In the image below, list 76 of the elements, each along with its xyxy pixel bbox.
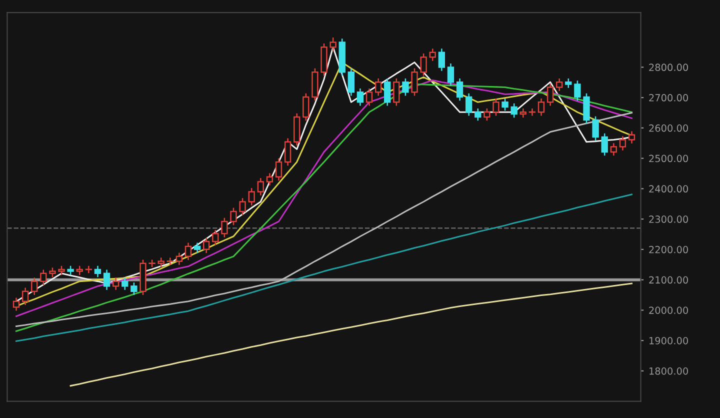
candlestick [465,92,472,116]
candlestick [556,78,563,92]
candlestick [374,78,382,96]
y-tick-label: 2800.00 [649,64,688,72]
candlestick [194,242,201,254]
y-tick-label: 1800.00 [650,367,688,375]
candlestick [492,98,500,116]
candlestick [330,36,336,52]
candlestick [420,52,427,76]
candlestick [384,78,391,106]
y-tick-label: 2000.00 [649,306,688,314]
candlestick [601,132,608,156]
candlestick [538,98,545,116]
candlestick [510,102,518,118]
candlestick [67,265,74,276]
candlestick [230,207,237,226]
y-tick-label: 2100.00 [649,276,688,284]
candlestick [610,142,617,156]
candlestick [221,217,228,238]
candlestick [447,62,454,86]
y-tick-label: 2700.00 [649,94,688,102]
candlestick [284,138,292,166]
candlestick [402,78,409,96]
candlestick [583,92,590,124]
y-tick-label: 2200.00 [649,246,688,254]
candlestick [12,297,20,312]
line-series [70,282,633,387]
candlestick [266,172,274,186]
candlestick [520,108,526,118]
candlestick [130,282,138,296]
candlestick [122,277,128,290]
candlestick [438,48,446,72]
candlestick [58,265,65,276]
candlestick [103,269,110,290]
candlestick [474,108,482,122]
y-tick-label: 1900.00 [650,337,688,344]
candlestick [348,68,354,96]
y-tick-label: 2500.00 [649,154,688,162]
y-tick-label: 2300.00 [649,216,688,223]
candlestick [239,197,246,216]
candlestick [565,78,572,88]
candlestick [628,130,636,144]
candlestick [202,237,210,254]
candlestick [484,108,490,122]
candlestick [619,136,626,152]
candlestick [302,92,310,122]
candlestick [393,78,400,106]
candlestick [40,269,47,286]
candlestick [248,187,255,206]
y-tick-label: 2400.00 [649,185,688,193]
candlestick [546,82,554,106]
candlestick [49,267,56,278]
candlestick [22,287,29,306]
line-series [15,194,633,342]
y-tick-label: 2600.00 [649,124,688,132]
candlestick [158,257,164,268]
candlestick [275,158,282,182]
candlestick [257,177,264,196]
candlestick [366,88,373,106]
candlestick [411,68,418,96]
candlestick [429,48,436,62]
candlestick [76,265,83,276]
candlestick [592,116,599,142]
candlestick [85,265,92,274]
candlestick [31,277,38,296]
candlestick [184,242,192,261]
candlestick [166,257,174,266]
candlestick [356,88,364,106]
candlestick [456,78,464,102]
candlestick [574,80,581,102]
candlestick [94,265,102,278]
candlestick [112,277,120,290]
candlestick [528,108,536,116]
candlestick [176,252,183,266]
candlestick [212,229,219,246]
candlestick [502,98,508,112]
